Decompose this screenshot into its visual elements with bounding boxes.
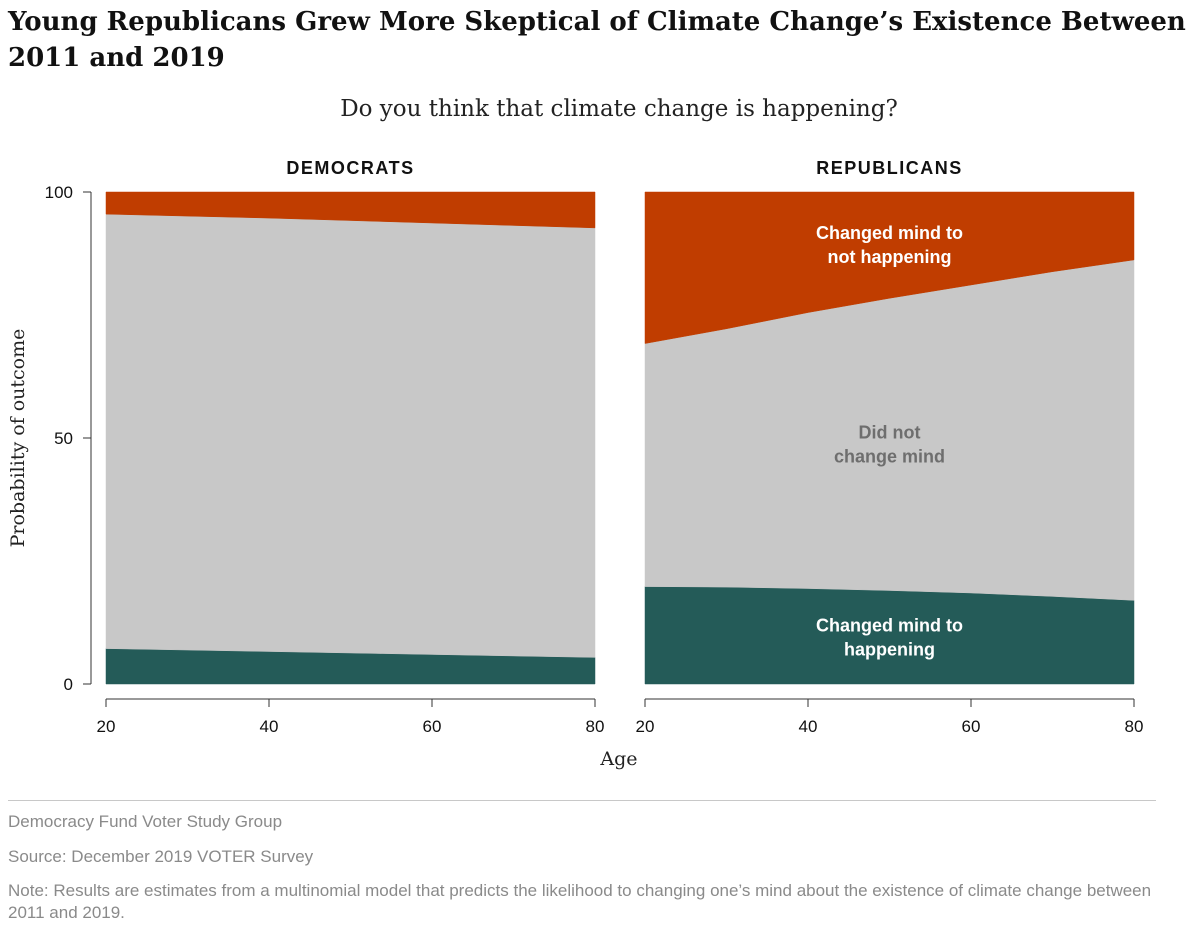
y-tick-label: 0 [64, 675, 73, 694]
democrats-area-changed-mind-to-not-happening [105, 191, 596, 229]
republicans-x-tick-label: 20 [636, 717, 655, 736]
y-tick-label: 50 [54, 429, 73, 448]
panel-title-democrats: DEMOCRATS [286, 158, 414, 178]
chart-title: Young Republicans Grew More Skeptical of… [8, 7, 1186, 73]
republicans-area-changed-mind-to-happening [644, 586, 1135, 685]
republicans-area-label-did-not-change-mind: change mind [834, 446, 945, 466]
republicans-area-label-changed-mind-to-not-happening: Changed mind to [816, 223, 963, 243]
footer-divider [8, 800, 1156, 801]
republicans-x-tick-label: 60 [962, 717, 981, 736]
x-axis-label: Age [599, 748, 637, 770]
democrats-x-tick-label: 60 [423, 717, 442, 736]
republicans-area-changed-mind-to-not-happening [644, 191, 1135, 344]
democrats-area-did-not-change-mind [105, 213, 596, 658]
y-axis-label: Probability of outcome [7, 329, 29, 548]
republicans-area-label-changed-mind-to-not-happening: not happening [828, 247, 952, 267]
panel-title-republicans: REPUBLICANS [816, 158, 963, 178]
republicans-area-label-changed-mind-to-happening: happening [844, 639, 935, 659]
republicans-x-tick-label: 40 [799, 717, 818, 736]
footer-source: Source: December 2019 VOTER Survey [8, 847, 314, 866]
chart-subtitle: Do you think that climate change is happ… [340, 96, 898, 122]
republicans-area-label-did-not-change-mind: Did not [859, 422, 921, 442]
democrats-x-tick-label: 20 [97, 717, 116, 736]
footer-org: Democracy Fund Voter Study Group [8, 812, 283, 831]
democrats-x-tick-label: 80 [586, 717, 605, 736]
stacked-area-chart: 0 50 100 Probability of outcome DEMOCRATS 20 4… [7, 158, 1144, 770]
republicans-area-label-changed-mind-to-happening: Changed mind to [816, 615, 963, 635]
republicans-x-tick-label: 80 [1125, 717, 1144, 736]
footer-note: Note: Results are estimates from a multi… [8, 881, 1152, 922]
y-tick-label: 100 [45, 183, 73, 202]
democrats-x-tick-label: 40 [260, 717, 279, 736]
